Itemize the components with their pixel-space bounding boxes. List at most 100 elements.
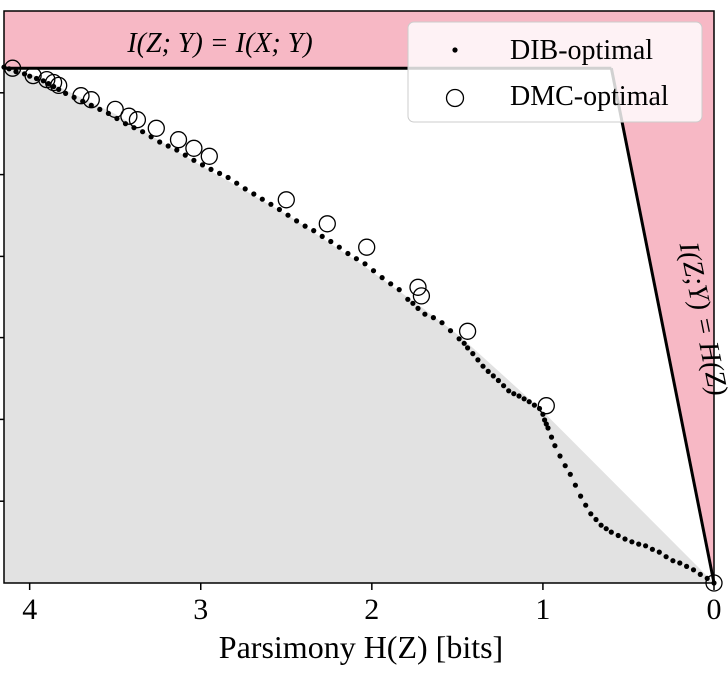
x-tick-label: 3	[193, 593, 208, 626]
dmc-optimal-point	[147, 119, 165, 137]
x-axis-label: Parsimony H(Z) [bits]	[219, 629, 503, 665]
dib-optimal-point	[353, 256, 359, 262]
dmc-optimal-point	[185, 139, 203, 157]
dib-optimal-point	[511, 391, 517, 397]
dib-optimal-point	[490, 373, 496, 379]
x-tick-label: 2	[364, 593, 379, 626]
dmc-optimal-point	[50, 76, 68, 95]
dib-optimal-point	[649, 546, 656, 552]
dmc-optimal-point	[44, 73, 63, 92]
x-tick-label: 4	[22, 593, 37, 626]
dib-optimal-point	[328, 238, 334, 245]
dib-optimal-point	[191, 157, 197, 163]
dib-optimal-point	[208, 166, 214, 172]
dib-optimal-point	[336, 244, 342, 250]
dmc-optimal-point	[277, 191, 295, 209]
dib-optimal-point	[234, 180, 240, 186]
x-tick-label: 0	[707, 593, 722, 626]
dib-optimal-point	[465, 345, 471, 351]
dib-optimal-point	[562, 463, 568, 469]
dib-optimal-point	[97, 106, 103, 112]
dib-optimal-point	[447, 328, 454, 334]
dib-optimal-point	[485, 368, 491, 374]
dib-optimal-point	[545, 425, 551, 431]
dmc-optimal-point	[318, 215, 336, 233]
dib-optimal-point	[588, 511, 594, 517]
dib-optimal-point	[388, 281, 394, 287]
legend-box	[407, 21, 703, 123]
dib-optimal-point	[242, 186, 248, 192]
dmc-optimal-point	[82, 91, 100, 109]
legend-open-circle-marker	[445, 88, 465, 108]
dib-optimal-point	[526, 399, 532, 405]
dib-optimal-point	[615, 532, 621, 539]
dib-optimal-point	[608, 529, 614, 535]
dmc-optimal-point	[120, 107, 138, 125]
dib-optimal-point	[456, 336, 462, 342]
dib-optimal-point	[670, 558, 676, 564]
dmc-optimal-point	[409, 278, 427, 296]
dib-optimal-point	[663, 554, 669, 560]
dib-optimal-point	[516, 393, 522, 399]
data-points	[1, 59, 723, 592]
dib-optimal-point	[6, 66, 12, 72]
dib-optimal-point	[636, 541, 642, 547]
dib-optimal-point	[598, 522, 604, 528]
dib-optimal-point	[422, 311, 428, 317]
legend: DIB-optimal DMC-optimal	[407, 21, 703, 123]
dib-optimal-point	[410, 300, 416, 306]
dib-optimal-point	[27, 73, 33, 79]
diagonal-bound-line	[609, 67, 716, 584]
dmc-optimal-point	[128, 111, 147, 129]
dib-optimal-point	[268, 201, 274, 207]
dib-optimal-point	[543, 421, 549, 427]
dib-optimal-point	[259, 196, 265, 202]
dib-optimal-point	[495, 377, 501, 384]
dib-optimal-point	[506, 388, 512, 394]
top-region-label: I(Z; Y) = I(X; Y)	[126, 28, 312, 59]
dib-optimal-point	[480, 363, 486, 369]
dib-optimal-point	[251, 191, 257, 197]
dib-optimal-point	[548, 434, 555, 440]
dib-optimal-point	[593, 516, 599, 523]
dib-optimal-point	[379, 275, 385, 281]
dib-optimal-point	[174, 147, 180, 153]
dib-optimal-point	[396, 287, 402, 293]
dmc-optimal-point	[200, 147, 218, 165]
dib-optimal-point	[603, 526, 609, 532]
dib-optimal-point	[501, 383, 507, 389]
dib-optimal-point	[182, 152, 188, 158]
dib-optimal-point	[578, 493, 584, 499]
dib-optimal-point	[285, 212, 291, 218]
dib-optimal-point	[276, 206, 282, 213]
dib-optimal-point	[405, 296, 411, 302]
dib-optimal-point	[63, 90, 69, 96]
dib-optimal-point	[40, 78, 46, 84]
dib-optimal-point	[311, 228, 317, 234]
dib-optimal-point	[461, 340, 467, 346]
dib-optimal-point	[217, 170, 223, 176]
dib-optimal-point	[165, 143, 171, 149]
dib-optimal-point	[470, 351, 476, 357]
dib-optimal-point	[521, 396, 527, 402]
dib-optimal-point	[677, 560, 683, 566]
legend-label-dib: DIB-optimal	[510, 35, 653, 66]
axis-ticks: 4 3 2 1 0	[0, 92, 722, 626]
dmc-optimal-point	[537, 397, 555, 415]
dib-optimal-point	[33, 75, 40, 82]
dmc-optimal-point	[412, 287, 431, 305]
dib-optimal-point	[88, 102, 94, 108]
dib-optimal-point	[415, 305, 421, 311]
dib-optimal-point	[583, 502, 589, 508]
dib-optimal-point	[684, 563, 690, 570]
dmc-optimal-point	[106, 100, 124, 119]
dib-optimal-point	[531, 402, 538, 408]
dib-optimal-point	[294, 218, 300, 224]
dib-optimal-point	[345, 250, 351, 257]
dmc-optimal-point	[458, 322, 477, 340]
dib-optimal-point	[13, 69, 19, 75]
dib-optimal-point	[45, 81, 52, 87]
dib-optimal-point	[362, 261, 368, 267]
